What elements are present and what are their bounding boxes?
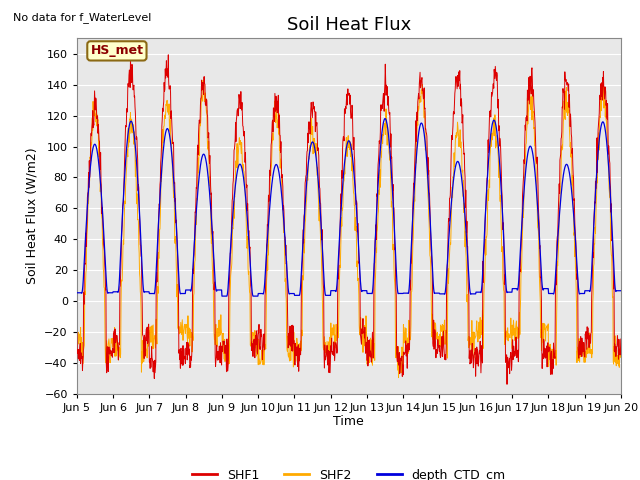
depth_CTD_cm (553, 249, 561, 255)
depth_CTD_cm (617, 288, 625, 294)
SHF2 (505, 331, 513, 337)
SHF2 (553, 295, 561, 300)
SHF2 (180, 323, 188, 328)
depth_CTD_cm (434, 290, 442, 296)
SHF1 (503, 382, 511, 387)
SHF2 (73, 332, 81, 337)
SHF1 (73, 330, 81, 336)
depth_CTD_cm (73, 290, 81, 296)
SHF1 (505, 360, 513, 366)
SHF1 (164, 52, 172, 58)
Text: HS_met: HS_met (90, 44, 143, 58)
depth_CTD_cm (180, 291, 188, 297)
Line: SHF1: SHF1 (77, 55, 621, 384)
SHF1 (434, 350, 442, 356)
Legend: SHF1, SHF2, depth_CTD_cm: SHF1, SHF2, depth_CTD_cm (187, 464, 511, 480)
depth_CTD_cm (194, 189, 202, 195)
SHF2 (434, 329, 442, 335)
depth_CTD_cm (381, 116, 388, 121)
Title: Soil Heat Flux: Soil Heat Flux (287, 16, 411, 34)
SHF1 (195, 152, 202, 157)
SHF1 (181, 353, 189, 359)
depth_CTD_cm (505, 289, 513, 295)
X-axis label: Time: Time (333, 415, 364, 429)
SHF2 (255, 336, 262, 342)
depth_CTD_cm (250, 293, 257, 299)
SHF2 (395, 375, 403, 381)
Y-axis label: Soil Heat Flux (W/m2): Soil Heat Flux (W/m2) (26, 148, 38, 284)
Line: SHF2: SHF2 (77, 80, 621, 378)
SHF1 (553, 239, 561, 244)
SHF1 (255, 322, 263, 327)
SHF2 (525, 77, 533, 83)
depth_CTD_cm (255, 291, 263, 297)
SHF2 (194, 171, 202, 177)
Text: No data for f_WaterLevel: No data for f_WaterLevel (13, 12, 151, 23)
SHF1 (617, 336, 625, 342)
Line: depth_CTD_cm: depth_CTD_cm (77, 119, 621, 296)
SHF2 (617, 345, 625, 351)
